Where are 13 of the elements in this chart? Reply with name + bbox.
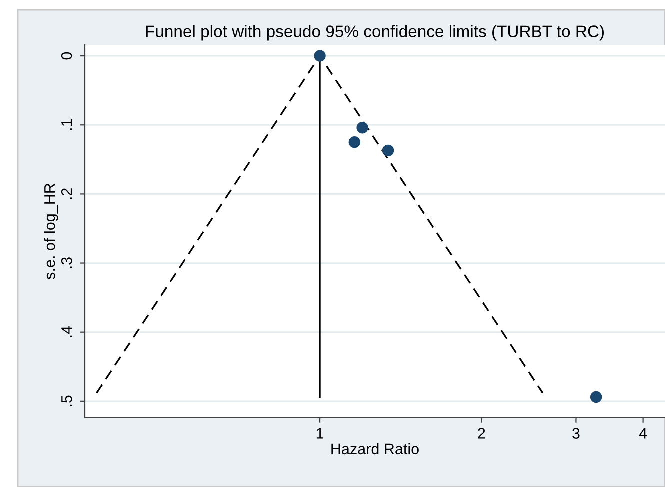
x-tick-label: 2 — [478, 428, 486, 439]
x-tick-label: 3 — [572, 428, 580, 439]
x-axis-title: Hazard Ratio — [332, 443, 419, 455]
y-tick-label: .3 — [61, 258, 72, 268]
y-axis-title: s.e. of log_HR — [44, 184, 58, 280]
y-tick-label: .4 — [62, 326, 72, 338]
y-tick-label: 0 — [61, 52, 72, 60]
chart-title: Funnel plot with pseudo 95% confidence limits (TURBT to RC) — [146, 25, 604, 41]
y-tick-label: .5 — [62, 396, 72, 406]
y-tick-label: .1 — [62, 120, 72, 130]
x-tick-label: 4 — [639, 428, 648, 439]
y-tick-label: .2 — [61, 188, 72, 200]
x-tick-label: 1 — [316, 428, 324, 439]
